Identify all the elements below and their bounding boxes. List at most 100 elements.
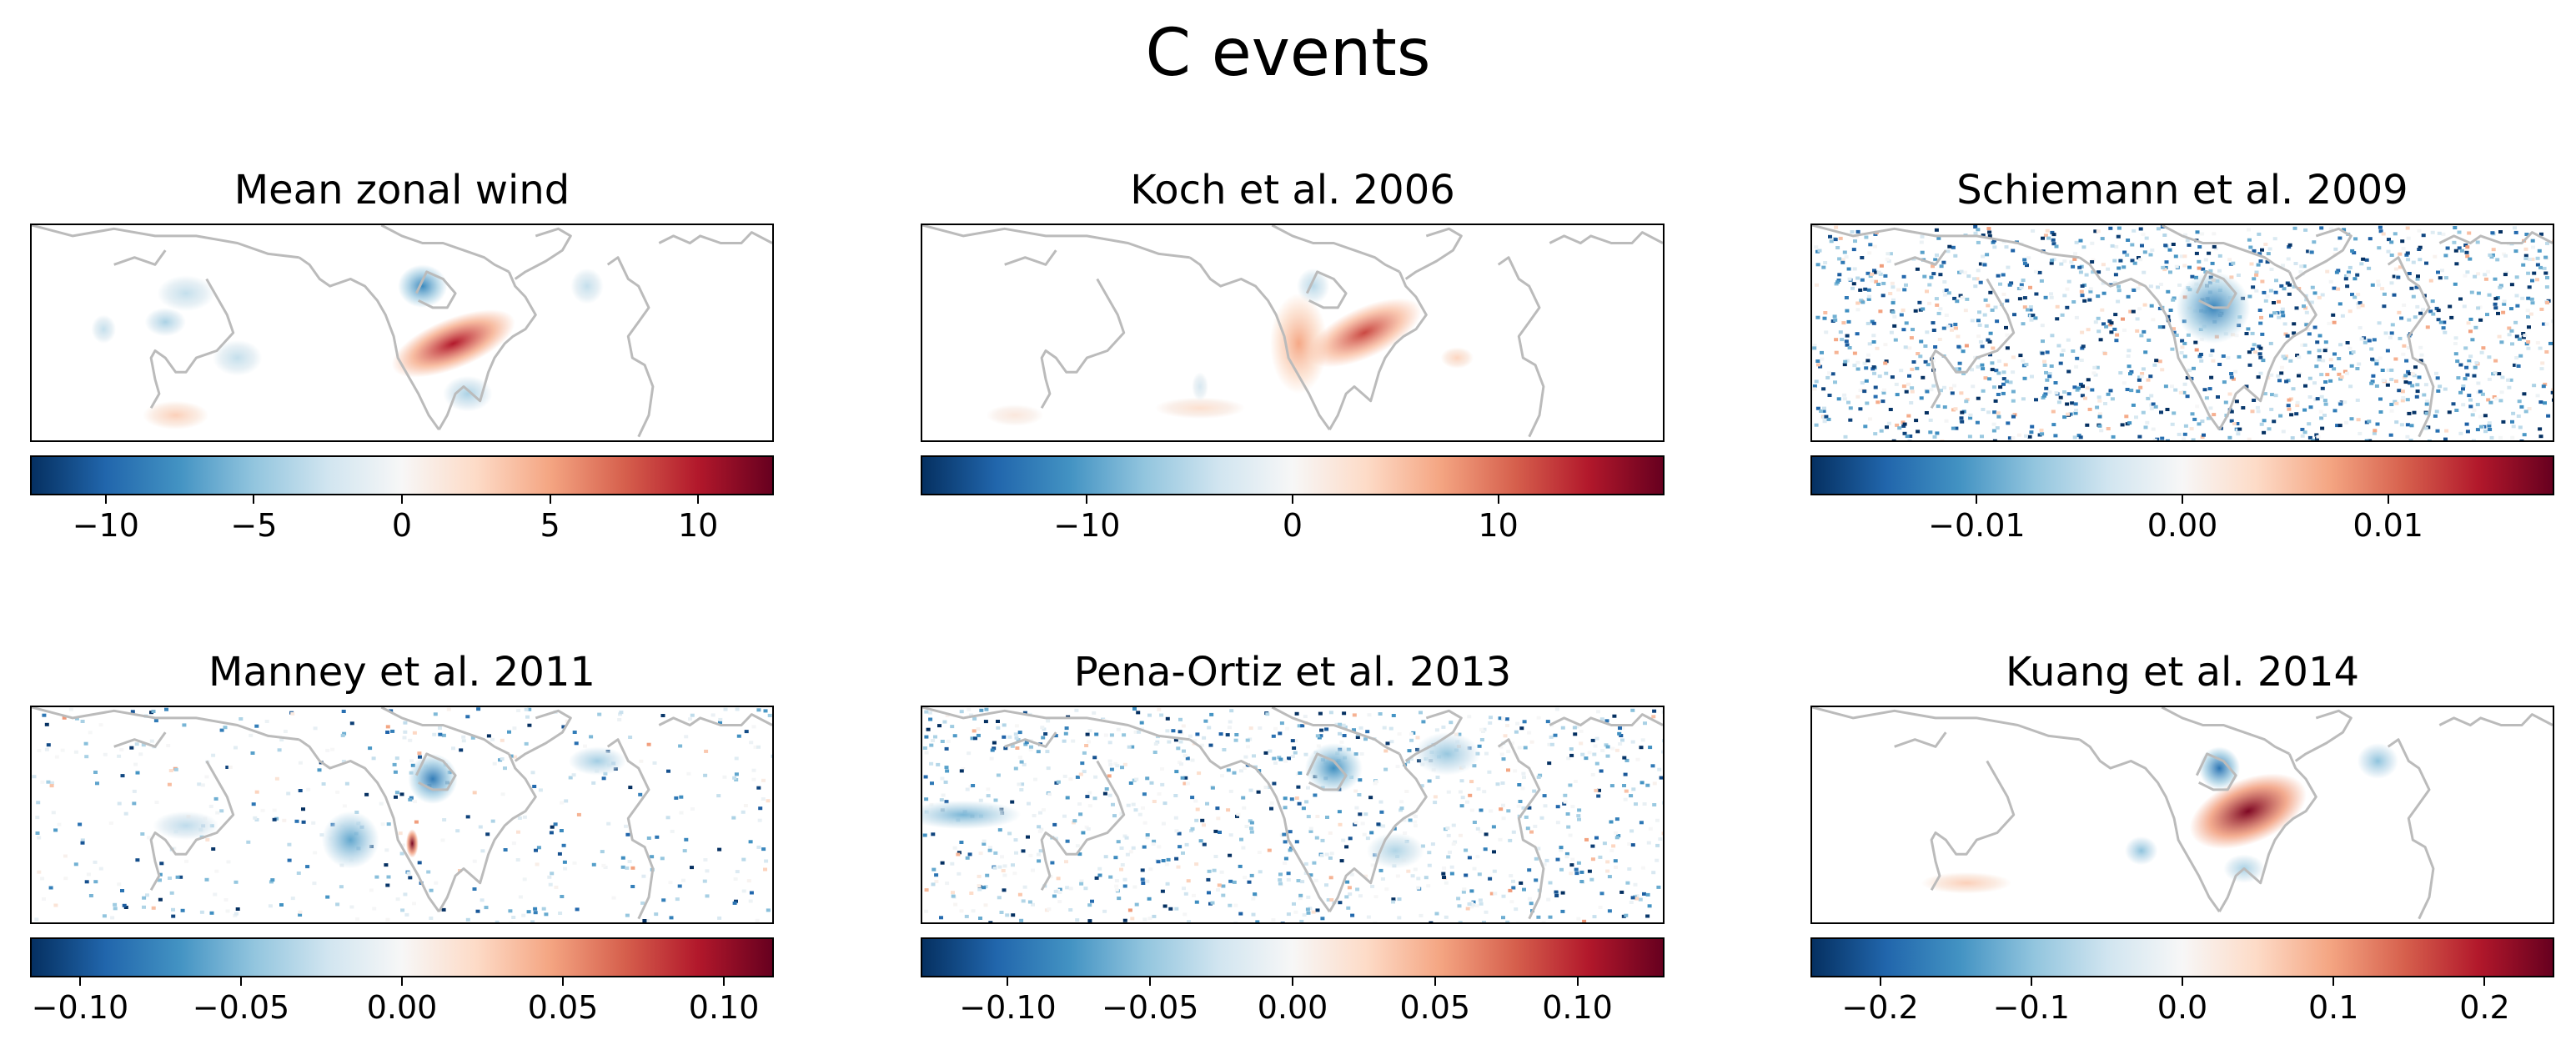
speckle [1911, 360, 1916, 364]
speckle [164, 707, 168, 711]
speckle [2543, 401, 2547, 405]
speckle [2279, 365, 2284, 369]
speckle [1659, 776, 1663, 780]
speckle [2438, 320, 2443, 324]
speckle [2390, 323, 2395, 327]
speckle [1435, 776, 1440, 779]
speckle [2011, 355, 2016, 359]
speckle [924, 909, 929, 913]
speckle [1651, 871, 1656, 875]
speckle [1427, 851, 1432, 855]
speckle [1570, 857, 1575, 862]
speckle [2300, 428, 2305, 431]
speckle [63, 854, 68, 858]
speckle [168, 769, 173, 772]
speckle [560, 801, 565, 805]
speckle [703, 858, 708, 862]
speckle [2234, 399, 2239, 404]
speckle [2295, 404, 2300, 408]
speckle [1406, 760, 1410, 764]
speckle [233, 746, 238, 750]
speckle [2404, 253, 2409, 257]
speckle [1188, 734, 1193, 738]
speckle-field [32, 707, 772, 922]
speckle [1924, 411, 1929, 414]
speckle [1904, 389, 1909, 394]
speckle [1228, 833, 1233, 837]
speckle [2090, 260, 2095, 264]
speckle [158, 878, 162, 882]
speckle [1421, 720, 1426, 724]
speckle [2314, 364, 2319, 369]
speckle [2308, 405, 2313, 409]
speckle [1453, 840, 1458, 844]
speckle [2197, 245, 2202, 249]
coastline [149, 760, 235, 892]
colorbar-tick-label: −0.1 [1992, 989, 2070, 1026]
speckle [175, 875, 180, 879]
speckle [1441, 725, 1446, 729]
heatmap-map [30, 706, 774, 924]
speckle [937, 724, 942, 728]
speckle [2292, 284, 2297, 289]
speckle [2397, 389, 2402, 393]
colorbar [921, 937, 1665, 977]
speckle [1832, 314, 1837, 319]
speckle [1936, 311, 1941, 315]
speckle [1996, 371, 2001, 375]
speckle [364, 792, 369, 796]
speckle [702, 879, 707, 883]
speckle [2503, 273, 2508, 277]
speckle [2118, 371, 2123, 375]
speckle [2459, 249, 2464, 253]
speckle [2260, 332, 2265, 336]
speckle [1472, 867, 1477, 871]
speckle [976, 733, 981, 737]
speckle [2349, 417, 2354, 421]
speckle [2526, 340, 2531, 344]
speckle [2295, 354, 2300, 358]
speckle [642, 919, 647, 922]
speckle [2531, 245, 2535, 249]
speckle [1145, 776, 1150, 781]
speckle [558, 912, 563, 915]
speckle [1234, 733, 1239, 736]
speckle [1493, 892, 1498, 896]
speckle [1227, 726, 1232, 730]
speckle [2001, 391, 2006, 395]
speckle [1199, 743, 1204, 747]
speckle [2523, 334, 2528, 338]
speckle [1824, 330, 1829, 334]
speckle [944, 766, 949, 770]
speckle [2402, 375, 2407, 379]
coastline [1549, 231, 1663, 244]
speckle [1873, 432, 1878, 436]
speckle [2171, 298, 2176, 302]
speckle [2223, 400, 2228, 404]
speckle [1190, 758, 1195, 762]
speckle [1910, 386, 1915, 390]
speckle [2465, 430, 2470, 434]
speckle [1329, 852, 1334, 856]
speckle [451, 746, 455, 751]
speckle [403, 892, 408, 897]
speckle [2294, 306, 2299, 310]
speckle [1482, 727, 1487, 731]
coastline [606, 256, 655, 438]
speckle [1584, 756, 1589, 761]
speckle [2255, 405, 2260, 409]
speckle [2033, 269, 2038, 274]
speckle [2502, 299, 2507, 304]
speckle [54, 755, 59, 759]
speckle [2386, 368, 2391, 372]
speckle [2461, 384, 2466, 388]
speckle [1499, 807, 1504, 811]
speckle [2021, 397, 2026, 401]
speckle [2526, 271, 2531, 275]
speckle [1427, 779, 1432, 783]
speckle [2135, 329, 2140, 333]
speckle [2182, 254, 2187, 259]
speckle [2319, 394, 2324, 399]
speckle [575, 907, 580, 912]
speckle [282, 818, 287, 822]
